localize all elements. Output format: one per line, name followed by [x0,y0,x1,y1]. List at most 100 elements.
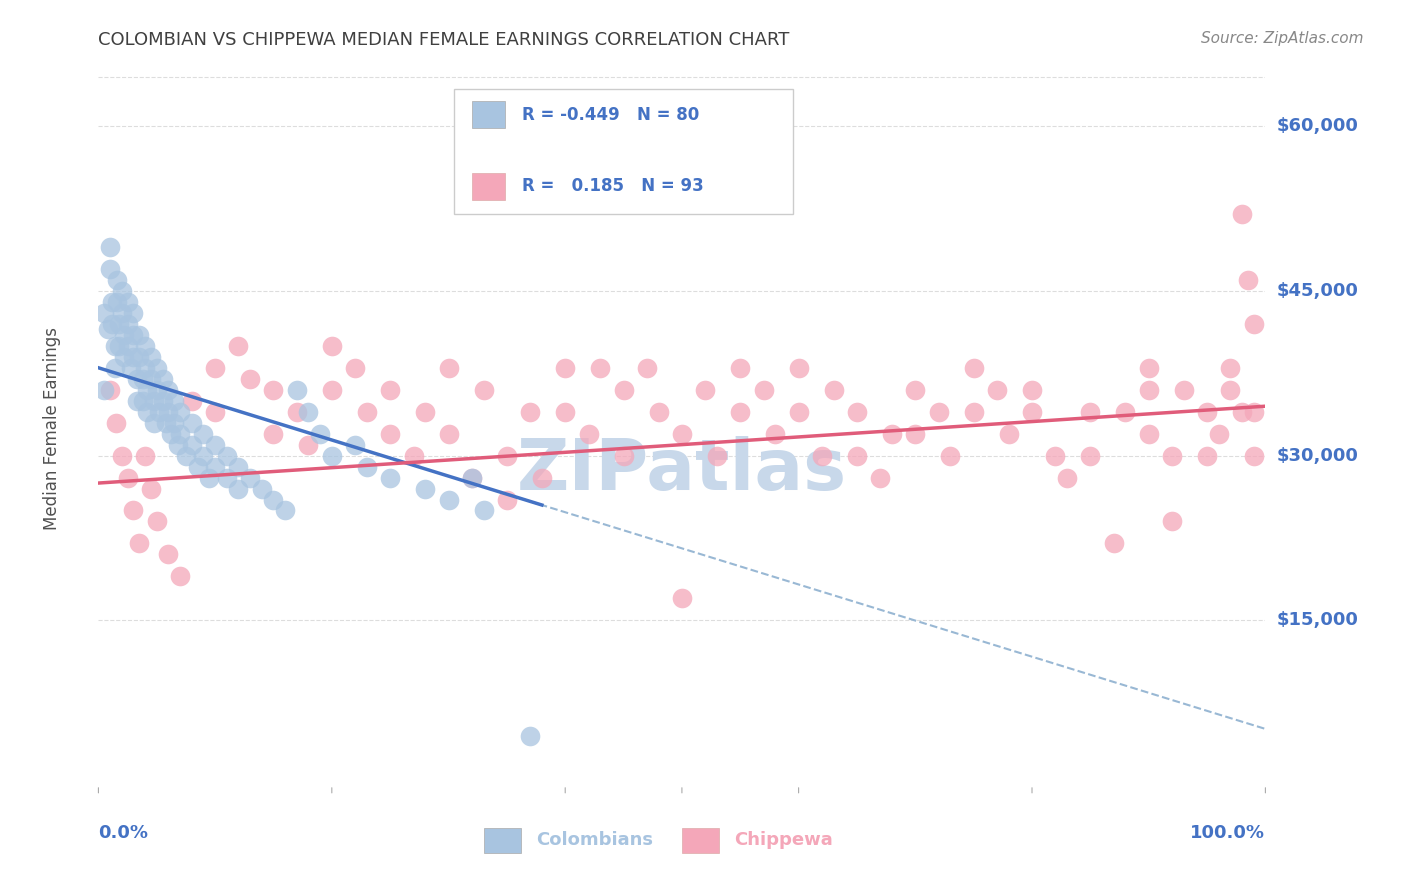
Point [152,393,174,408]
Point [1045,449,1067,463]
Point [986,383,1008,397]
Point [554,360,576,375]
Point [204,405,226,419]
Point [104,339,127,353]
Point [228,482,250,496]
Point [1080,405,1102,419]
Point [613,449,636,463]
Point [111,284,134,298]
Point [163,393,186,408]
Point [105,273,128,287]
Point [262,383,284,397]
Point [262,426,284,441]
Point [962,405,984,419]
Bar [472,102,505,128]
Point [104,360,127,375]
Point [108,339,131,353]
Point [904,383,927,397]
Point [125,393,148,408]
Point [787,405,810,419]
Point [869,470,891,484]
Point [204,360,226,375]
Point [811,449,834,463]
Point [437,492,460,507]
Point [461,470,484,484]
Point [939,449,962,463]
Point [344,437,367,451]
Point [97,322,120,336]
Point [589,360,612,375]
Point [1243,449,1265,463]
Text: 0.0%: 0.0% [98,824,149,842]
Point [148,405,170,419]
Point [1137,383,1160,397]
Point [787,360,810,375]
Point [880,426,903,441]
Point [530,470,553,484]
Point [380,426,402,441]
Point [93,306,115,320]
Point [962,360,984,375]
Point [152,372,174,386]
Point [1243,405,1265,419]
Point [93,383,115,397]
Point [519,405,541,419]
Point [125,372,148,386]
Point [321,383,343,397]
Point [134,449,156,463]
Point [180,393,202,408]
Point [356,459,378,474]
Point [413,482,436,496]
Point [846,405,869,419]
Point [163,416,186,430]
Point [823,383,845,397]
Point [132,372,155,386]
Point [1102,536,1125,550]
Text: ZIPatlas: ZIPatlas [517,436,846,506]
FancyBboxPatch shape [454,89,793,214]
Point [146,360,169,375]
Point [136,405,159,419]
Point [413,405,436,419]
Point [730,360,752,375]
Point [1219,360,1241,375]
Point [132,393,155,408]
Point [578,426,600,441]
Point [671,426,693,441]
Point [117,470,139,484]
Bar [682,828,720,853]
Point [706,449,728,463]
Point [262,492,284,507]
Point [139,350,162,364]
Point [1208,426,1230,441]
Point [101,294,124,309]
Point [239,470,262,484]
Point [122,327,145,342]
Point [180,416,202,430]
Point [117,294,139,309]
Point [128,327,150,342]
Point [104,416,127,430]
Point [763,426,786,441]
Point [380,470,402,484]
Point [122,306,145,320]
Point [143,416,166,430]
Text: $45,000: $45,000 [1277,282,1358,300]
Point [472,383,495,397]
Point [146,383,169,397]
Point [215,470,238,484]
Point [496,492,519,507]
Point [554,405,576,419]
Point [496,449,519,463]
Text: $15,000: $15,000 [1277,611,1358,629]
Point [139,372,162,386]
Point [1237,273,1260,287]
Point [146,515,169,529]
Point [193,426,215,441]
Point [752,383,775,397]
Point [321,339,343,353]
Point [111,449,134,463]
Point [1161,515,1184,529]
Text: COLOMBIAN VS CHIPPEWA MEDIAN FEMALE EARNINGS CORRELATION CHART: COLOMBIAN VS CHIPPEWA MEDIAN FEMALE EARN… [98,31,790,49]
Point [193,449,215,463]
